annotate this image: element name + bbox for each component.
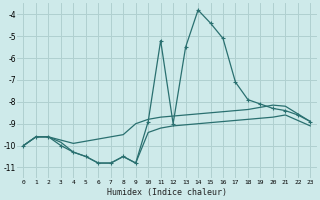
- X-axis label: Humidex (Indice chaleur): Humidex (Indice chaleur): [107, 188, 227, 197]
